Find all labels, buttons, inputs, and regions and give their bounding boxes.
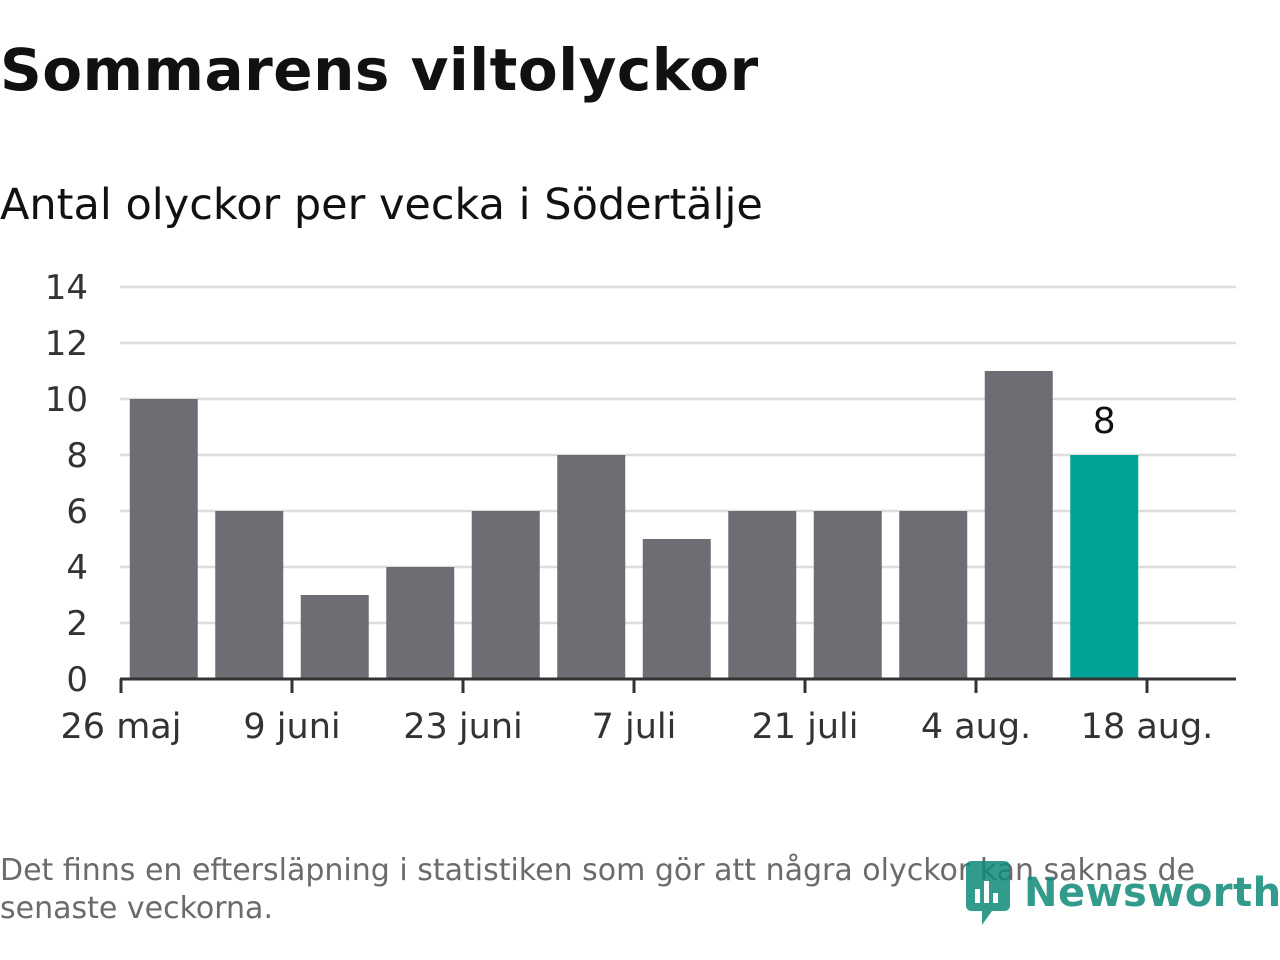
y-axis-ticks: 0 2 4 6 8 10 12 14 [45,268,88,700]
newsworthy-logo-icon [966,861,1010,925]
data-labels: 8 [1093,401,1116,442]
bar [557,455,626,679]
chart-title: Sommarens viltolyckor [0,36,759,104]
bar [300,595,369,679]
y-tick-label: 4 [66,548,88,588]
x-tick-label: 7 juli [592,707,677,747]
bar [813,511,882,679]
bar [899,511,968,679]
x-tick-label: 18 aug. [1081,707,1214,747]
x-axis: 26 maj 9 juni 23 juni 7 juli 21 juli 4 aug. 18… [61,677,1236,747]
y-tick-label: 2 [66,604,88,644]
x-tick-label: 26 maj [61,707,182,747]
x-tick-label: 21 juli [751,707,858,747]
x-tick-label: 9 juni [243,707,340,747]
y-tick-label: 6 [66,492,88,532]
y-tick-label: 12 [45,324,88,364]
bars [129,371,1139,679]
y-tick-label: 0 [66,660,88,700]
x-tick-label: 23 juni [403,707,522,747]
bar-highlighted [1070,455,1139,679]
data-label: 8 [1093,401,1116,442]
logo-text: Newsworthy [1024,870,1280,916]
y-tick-label: 8 [66,436,88,476]
bar [215,511,284,679]
bar [471,511,540,679]
x-tick-label: 4 aug. [921,707,1031,747]
bar [129,399,198,679]
bar [728,511,797,679]
y-tick-label: 10 [45,380,88,420]
bar [984,371,1053,679]
y-tick-label: 14 [45,268,88,308]
newsworthy-logo: Newsworthy [962,858,1280,928]
chart-subtitle: Antal olyckor per vecka i Södertälje [0,180,763,230]
bar [386,567,455,679]
bar [642,539,711,679]
